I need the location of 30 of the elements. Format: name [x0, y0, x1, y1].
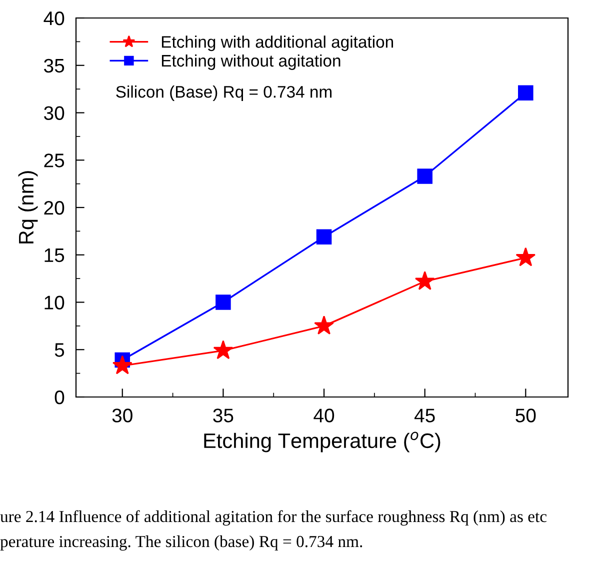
y-tick-label: 10: [44, 296, 64, 310]
point: [516, 247, 536, 266]
y-tick-label: 25: [44, 154, 64, 168]
annotation: Silicon (Base) Rq = 0.734 nm: [116, 86, 332, 102]
text: ure 2.14 Influence of additional agitation for the surface roughness Rq (nm) as etc: [0, 510, 547, 526]
point: [316, 229, 332, 245]
y-tick-label: 20: [44, 200, 64, 215]
y-tick-label: 30: [44, 106, 64, 120]
y-tick-label: 40: [44, 11, 64, 26]
point: [518, 85, 534, 100]
point: [213, 340, 234, 360]
x-tick-label: 40: [314, 408, 334, 422]
text: perature increasing. The silicon (base) Rq = 0.734 nm.: [0, 535, 362, 551]
y-axis-title: Rq (nm): [18, 171, 38, 244]
point: [417, 168, 432, 184]
point: [314, 316, 334, 334]
y-tick-label: 35: [44, 58, 64, 73]
y-tick-label: 15: [44, 248, 64, 262]
legend-label: Etching without agitation: [162, 54, 340, 70]
legend-label: Etching with additional agitation: [162, 36, 394, 52]
y-tick-label: 5: [54, 343, 64, 357]
x-tick-label: 30: [112, 408, 132, 422]
x-tick-label: 35: [213, 408, 234, 422]
point: [112, 355, 132, 374]
x-axis-title: Etching Temperature ($^{o}$C): [204, 432, 440, 452]
point: [216, 294, 231, 310]
x-tick-label: 45: [414, 408, 435, 422]
y-tick-label: 0: [54, 390, 64, 404]
point: [414, 270, 435, 290]
x-tick-label: 50: [516, 408, 536, 422]
